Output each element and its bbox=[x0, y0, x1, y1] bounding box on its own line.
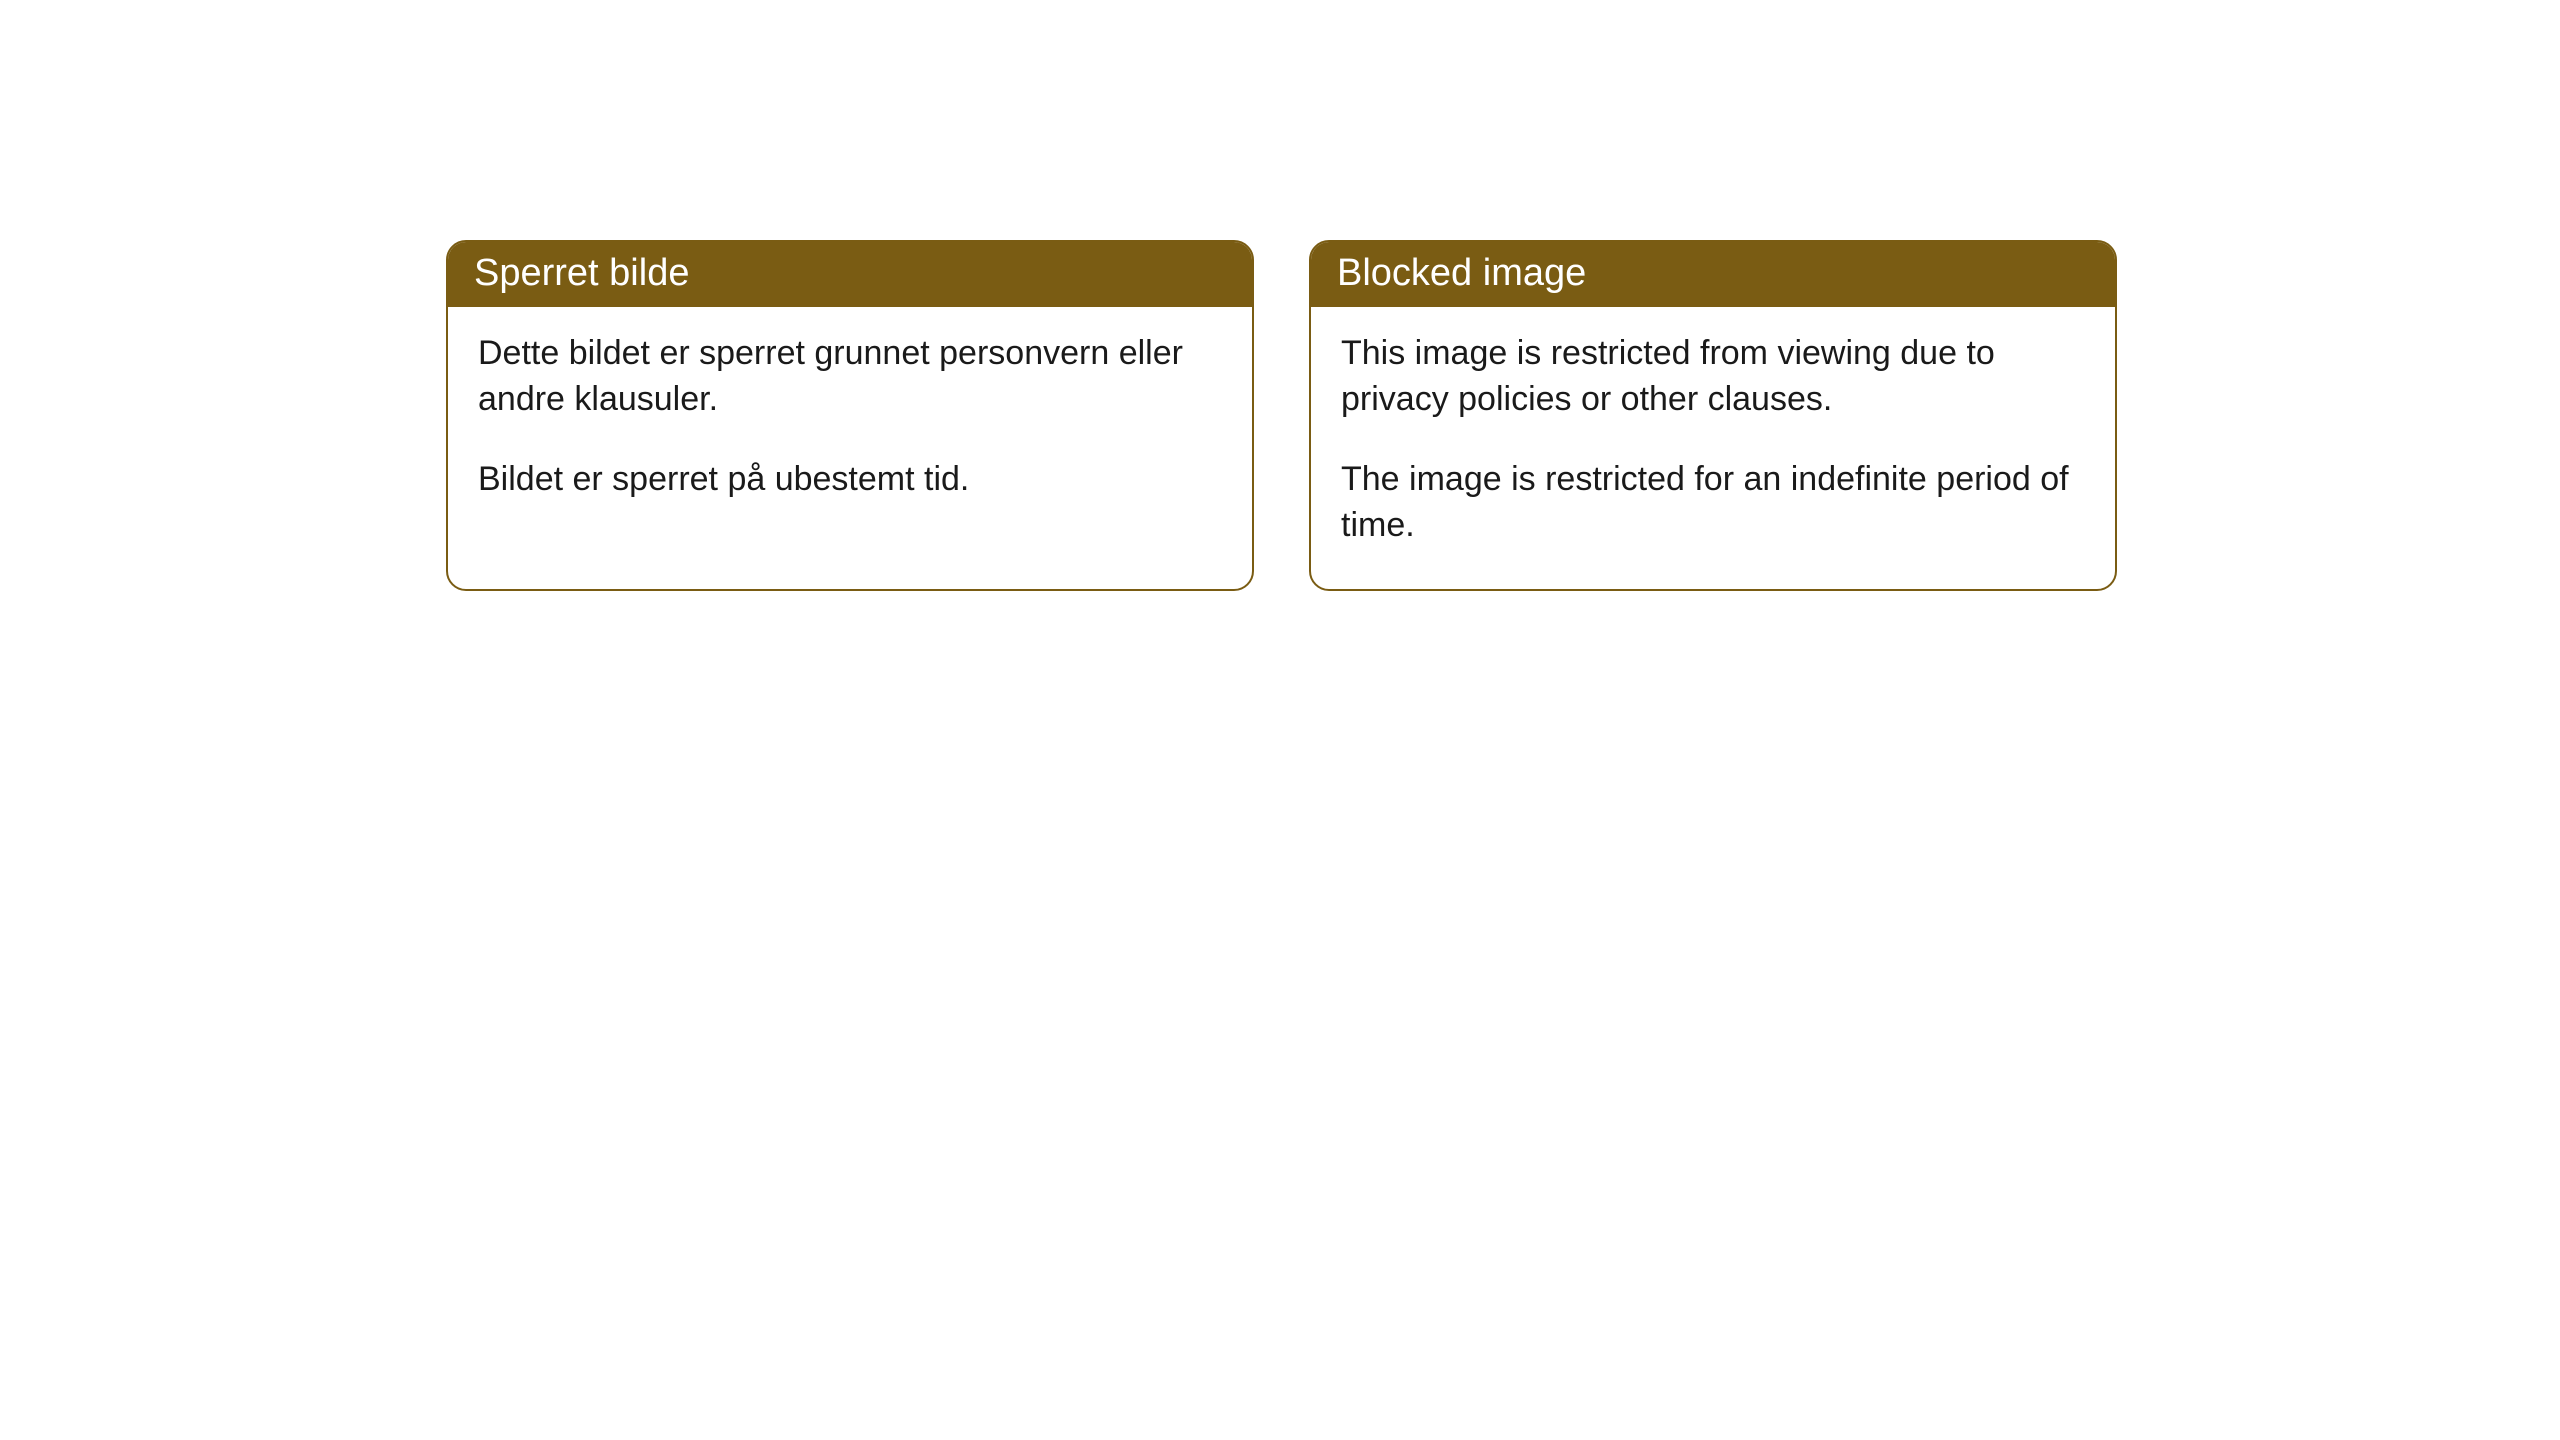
notice-text-line-1: Dette bildet er sperret grunnet personve… bbox=[478, 331, 1222, 423]
notice-container: Sperret bilde Dette bildet er sperret gr… bbox=[446, 240, 2117, 591]
notice-text-line-1: This image is restricted from viewing du… bbox=[1341, 331, 2085, 423]
notice-text-line-2: The image is restricted for an indefinit… bbox=[1341, 457, 2085, 549]
notice-card-header: Blocked image bbox=[1311, 242, 2115, 307]
notice-card-body: Dette bildet er sperret grunnet personve… bbox=[448, 307, 1252, 543]
notice-text-line-2: Bildet er sperret på ubestemt tid. bbox=[478, 457, 1222, 503]
notice-card-english: Blocked image This image is restricted f… bbox=[1309, 240, 2117, 591]
notice-card-header: Sperret bilde bbox=[448, 242, 1252, 307]
notice-card-norwegian: Sperret bilde Dette bildet er sperret gr… bbox=[446, 240, 1254, 591]
notice-card-body: This image is restricted from viewing du… bbox=[1311, 307, 2115, 589]
